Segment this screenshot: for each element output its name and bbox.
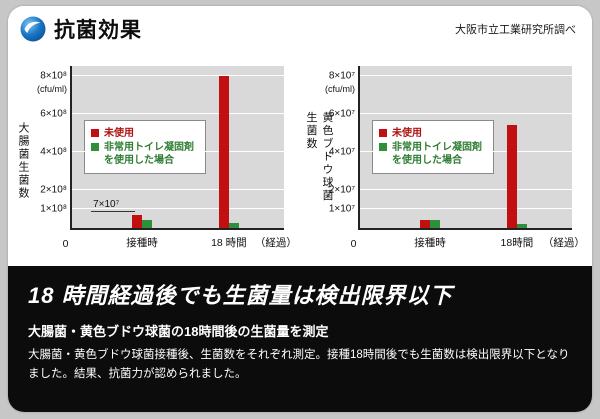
x-axis-suffix: （経過） xyxy=(542,237,585,249)
plot-area-ecoli: 未使用 非常用トイレ凝固剤を使用した場合 1×10⁸ 2×10⁸ 4×10⁸ 6×10… xyxy=(37,66,297,250)
x-tick-label: 18 時間 xyxy=(211,237,247,249)
chart-ecoli: 大腸菌生菌数 未使用 非常用トイレ凝固剤を使用した場合 1×10⁸ 2×10⁸ 4×… xyxy=(10,54,298,260)
bar-red xyxy=(218,75,229,228)
bar-green xyxy=(141,220,152,228)
x-tick-label: 18時間 xyxy=(500,237,534,249)
summary-panel: 18 時間経過後でも生菌量は検出限界以下 大腸菌・黄色ブドウ球菌の18時間後の生… xyxy=(8,266,592,412)
legend-swatch-red xyxy=(379,129,387,137)
gridline xyxy=(72,207,284,209)
y-tick-label: 8×10⁷ xyxy=(328,70,355,82)
gridline xyxy=(360,150,572,152)
x-axis-suffix: （経過） xyxy=(254,237,297,249)
summary-body: 大腸菌・黄色ブドウ球菌接種後、生菌数をそれぞれ測定。接種18時間後でも生菌数は検… xyxy=(28,349,570,380)
water-drop-logo-icon xyxy=(20,16,46,42)
gridline xyxy=(360,112,572,114)
page-title: 抗菌効果 xyxy=(54,19,142,42)
y-tick-label: 1×10⁸ xyxy=(40,203,67,215)
legend-label-unused: 未使用 xyxy=(392,128,422,139)
y-tick-label: 8×10⁸ xyxy=(40,70,67,82)
legend-item-unused: 未使用 xyxy=(379,127,487,140)
bar-red xyxy=(131,214,142,228)
x-origin-label: 0 xyxy=(62,238,69,250)
legend: 未使用 非常用トイレ凝固剤を使用した場合 xyxy=(84,120,206,174)
plot-area-staph: 未使用 非常用トイレ凝固剤を使用した場合 1×10⁷ 2×10⁷ 4×10⁷ 6×10… xyxy=(325,66,585,250)
legend-swatch-red xyxy=(91,129,99,137)
bar-red xyxy=(506,125,517,228)
legend-swatch-green xyxy=(379,143,387,151)
legend-label-used: 非常用トイレ凝固剤を使用した場合 xyxy=(104,142,194,166)
gridline xyxy=(72,150,284,152)
y-tick-label: 6×10⁷ xyxy=(328,108,355,120)
y-axis-unit: (cfu/ml) xyxy=(325,83,355,94)
header: 抗菌効果 大阪市立工業研究所調べ xyxy=(8,6,592,52)
bar-green xyxy=(228,223,239,228)
legend-label-used: 非常用トイレ凝固剤を使用した場合 xyxy=(392,142,482,166)
bar-red xyxy=(419,220,430,228)
y-tick-label: 4×10⁷ xyxy=(328,146,355,158)
gridline xyxy=(72,188,284,190)
gridline xyxy=(360,207,572,209)
summary-subhead: 大腸菌・黄色ブドウ球菌の18時間後の生菌量を測定 xyxy=(28,324,329,339)
charts-row: 大腸菌生菌数 未使用 非常用トイレ凝固剤を使用した場合 1×10⁸ 2×10⁸ 4×… xyxy=(8,52,592,266)
y-tick-label: 2×10⁷ xyxy=(328,184,355,196)
y-tick-label: 6×10⁸ xyxy=(40,108,67,120)
summary-headline: 18 時間経過後でも生菌量は検出限界以下 xyxy=(28,283,453,308)
x-tick-label: 接種時 xyxy=(414,237,446,249)
y-tick-label: 4×10⁸ xyxy=(40,146,67,158)
legend-item-used: 非常用トイレ凝固剤を使用した場合 xyxy=(91,141,199,167)
legend-swatch-green xyxy=(91,143,99,151)
x-origin-label: 0 xyxy=(350,238,357,250)
infographic-card: 抗菌効果 大阪市立工業研究所調べ 大腸菌生菌数 未使用 非常用トイレ凝固剤を使用… xyxy=(8,6,592,412)
x-tick-label: 接種時 xyxy=(126,237,158,249)
gridline xyxy=(360,188,572,190)
y-axis-label-ecoli: 大腸菌生菌数 xyxy=(17,122,29,201)
gridline xyxy=(72,74,284,76)
chart-staph: 黄色ブドウ球菌生菌数 未使用 非常用トイレ凝固剤を使用した場合 1×10⁷ 2×1… xyxy=(298,54,586,260)
legend-item-unused: 未使用 xyxy=(91,127,199,140)
legend-label-unused: 未使用 xyxy=(104,128,134,139)
legend-item-used: 非常用トイレ凝固剤を使用した場合 xyxy=(379,141,487,167)
y-tick-label: 2×10⁸ xyxy=(40,184,67,196)
bar-green xyxy=(429,220,440,228)
legend: 未使用 非常用トイレ凝固剤を使用した場合 xyxy=(372,120,494,174)
y-axis-label-staph: 黄色ブドウ球菌生菌数 xyxy=(305,111,333,203)
bar-green xyxy=(516,224,527,228)
gridline xyxy=(360,74,572,76)
value-annotation: 7×10⁷ xyxy=(91,199,136,212)
source-credit: 大阪市立工業研究所調べ xyxy=(455,24,576,36)
y-tick-label: 1×10⁷ xyxy=(328,203,355,215)
y-axis-unit: (cfu/ml) xyxy=(37,83,67,94)
gridline xyxy=(72,112,284,114)
